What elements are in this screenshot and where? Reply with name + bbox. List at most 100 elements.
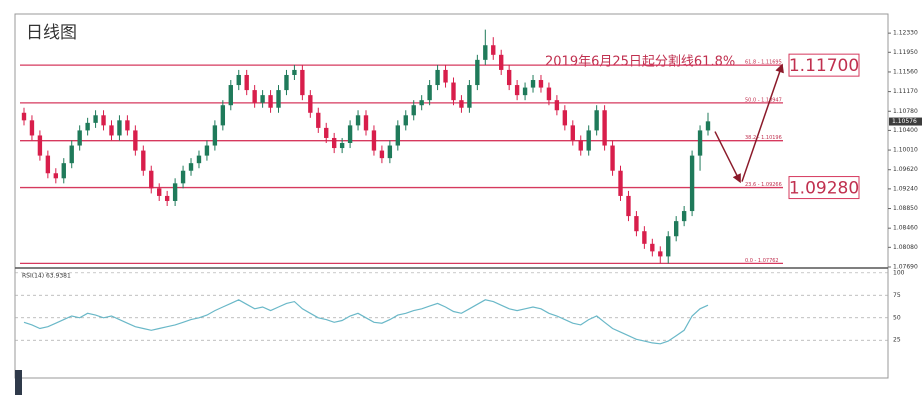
candle-body: [570, 125, 575, 141]
candle-body: [164, 195, 170, 201]
candle-body: [93, 115, 98, 123]
last-price-bg: [889, 117, 922, 126]
last-price: 1.10576: [892, 118, 917, 125]
annotation: 2019年6月25日起分割线61.8%: [545, 54, 735, 70]
y-tick-label: 1.08080: [893, 244, 918, 251]
y-tick-label: 1.09620: [893, 166, 918, 173]
candle-body: [292, 69, 297, 75]
candle-body: [180, 170, 186, 184]
candle-body: [658, 251, 663, 257]
candle-body: [149, 170, 154, 189]
fib-label: 50.0 - 1.10947: [745, 97, 782, 103]
candle-body: [673, 221, 679, 237]
price-box: [788, 176, 860, 200]
fib-label: 0.0 - 1.07762: [745, 258, 779, 264]
rsi-line: [23, 299, 709, 345]
candle-body: [268, 95, 273, 108]
candle-body: [188, 163, 194, 171]
candle-body: [634, 216, 639, 232]
fib-label: 61.8 - 1.11695: [745, 60, 782, 66]
y-tick-label: 1.11950: [893, 49, 918, 56]
rsi-label: RSI(14) 63.9381: [22, 273, 71, 280]
candle-body: [69, 145, 74, 164]
y-tick-label: 1.10010: [893, 147, 918, 154]
candle-body: [157, 188, 162, 196]
candle-body: [538, 80, 544, 88]
candle-body: [355, 115, 361, 126]
candle-body: [689, 155, 695, 212]
y-tick-label: 1.08460: [893, 225, 918, 232]
candle-body: [467, 85, 472, 108]
candle-body: [642, 231, 647, 244]
y-tick-label: 1.07690: [893, 263, 918, 270]
y-tick-label: 1.08850: [893, 205, 918, 212]
scroll-block: [15, 370, 22, 395]
candle-body: [45, 155, 51, 174]
candle-body: [212, 125, 218, 146]
fib-label: 38.2 - 1.10196: [745, 135, 782, 141]
frame: [14, 13, 889, 379]
price-box: [788, 53, 860, 77]
candle-body: [506, 69, 512, 86]
rsi-tick-label: 25: [893, 337, 901, 344]
y-tick-label: 1.11170: [893, 88, 918, 95]
candle-body: [220, 105, 226, 126]
candle-body: [347, 125, 353, 144]
candle-body: [681, 211, 687, 222]
candle-body: [387, 145, 393, 159]
candle-body: [427, 85, 432, 101]
candle-body: [339, 143, 345, 149]
rsi-tick-label: 50: [893, 314, 901, 321]
candle-body: [705, 121, 711, 131]
candle-body: [125, 120, 130, 131]
candle-body: [316, 112, 321, 128]
candle-body: [141, 150, 146, 171]
candle-body: [610, 145, 615, 171]
candle-body: [666, 236, 671, 257]
candle-body: [37, 135, 43, 156]
candle-body: [602, 110, 607, 146]
price-box-text: 1.09280: [789, 179, 859, 199]
candle-body: [626, 195, 631, 217]
arrow: [741, 63, 784, 182]
candle-body: [133, 130, 138, 151]
candle-body: [371, 130, 377, 151]
candle-body: [499, 54, 504, 70]
candle-body: [196, 155, 202, 164]
rsi-tick-label: 75: [893, 292, 901, 299]
candle-body: [363, 115, 369, 131]
candle-body: [236, 74, 241, 86]
y-tick-label: 1.10780: [893, 108, 918, 115]
candle-body: [395, 125, 401, 146]
candle-body: [514, 85, 520, 96]
candle-body: [562, 110, 568, 126]
candle-body: [451, 82, 456, 101]
candle-body: [53, 173, 59, 179]
y-tick-label: 1.12330: [893, 30, 918, 37]
arrow: [714, 131, 741, 184]
candle-body: [276, 90, 281, 108]
candle-body: [204, 145, 210, 156]
candle-body: [435, 69, 440, 86]
candle-body: [85, 122, 90, 131]
candle-body: [554, 100, 560, 111]
candle-body: [411, 105, 416, 116]
y-tick-label: 1.10400: [893, 127, 918, 134]
candle-body: [172, 183, 178, 201]
price-box-text: 1.11700: [789, 56, 859, 76]
candle-body: [331, 137, 337, 149]
candle-body: [244, 74, 249, 91]
candle-body: [21, 112, 27, 121]
candle-body: [284, 74, 289, 91]
candle-body: [61, 163, 66, 179]
candle-body: [228, 85, 233, 106]
candle-body: [530, 80, 536, 88]
candle-body: [522, 87, 528, 96]
candle-body: [379, 150, 385, 159]
candle-body: [300, 69, 305, 96]
candle-body: [483, 45, 488, 60]
rsi-tick-label: 100: [893, 269, 905, 276]
candle-body: [260, 95, 265, 103]
candle-body: [459, 100, 464, 108]
